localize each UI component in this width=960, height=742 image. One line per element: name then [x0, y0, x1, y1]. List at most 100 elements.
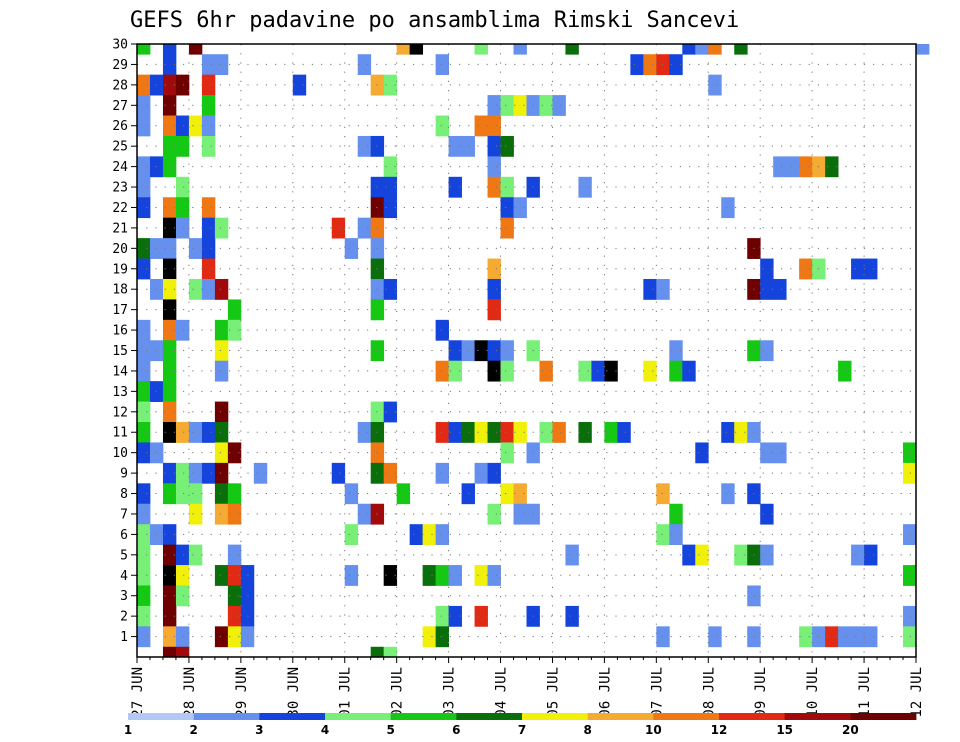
heatmap-cell [604, 422, 618, 443]
heatmap-cell [682, 44, 696, 55]
colorbar-segment [719, 713, 786, 720]
heatmap-cell [448, 605, 462, 627]
colorbar-segment [259, 713, 326, 720]
heatmap-cell [539, 422, 553, 443]
heatmap-cell [864, 626, 878, 648]
colorbar-segment [784, 713, 851, 720]
y-tick-label: 11 [112, 426, 128, 441]
heatmap-cell [760, 340, 774, 362]
heatmap-cell [137, 605, 151, 627]
heatmap-cell [214, 319, 229, 341]
heatmap-cell [344, 565, 359, 586]
heatmap-cell [760, 544, 774, 566]
heatmap-cell [137, 197, 151, 219]
heatmap-cell [721, 422, 735, 443]
heatmap-cell [137, 626, 151, 648]
heatmap-cell [188, 544, 203, 566]
heatmap-cell [188, 503, 203, 525]
heatmap-cell [162, 401, 177, 423]
heatmap-cell [175, 217, 190, 239]
y-tick-label: 22 [112, 201, 128, 216]
y-tick-label: 26 [112, 119, 128, 134]
heatmap-cell [383, 74, 398, 96]
y-tick-label: 16 [112, 324, 128, 339]
x-tick-label: 05 JUL [545, 667, 561, 718]
heatmap-cell [137, 360, 151, 382]
heatmap-cell [214, 422, 229, 443]
heatmap-cell [162, 340, 177, 362]
heatmap-cell [565, 605, 579, 627]
heatmap-cell [162, 605, 177, 627]
heatmap-cell [214, 401, 229, 423]
heatmap-cell [656, 278, 670, 300]
heatmap-cell [422, 565, 437, 586]
heatmap-cell [162, 319, 177, 341]
heatmap-cell [474, 115, 488, 137]
colorbar-label: 7 [518, 723, 526, 737]
y-tick-label: 5 [120, 548, 128, 563]
heatmap-cell [162, 156, 177, 178]
heatmap-cell [474, 422, 488, 443]
heatmap-cell [137, 544, 151, 566]
heatmap-cell [630, 54, 644, 76]
heatmap-cell [552, 422, 566, 443]
heatmap-cell [643, 54, 657, 76]
heatmap-cell [487, 278, 501, 300]
chart-title: GEFS 6hr padavine po ansamblima Rimski S… [130, 8, 739, 33]
heatmap-cell [253, 462, 268, 484]
heatmap-cell [773, 156, 787, 178]
heatmap-cell [162, 54, 177, 76]
y-tick-label: 10 [112, 446, 128, 461]
colorbar-label: 12 [711, 723, 728, 737]
heatmap-cell [175, 646, 190, 658]
x-tick-label: 09 JUL [753, 667, 769, 718]
y-tick-label: 17 [112, 303, 128, 318]
heatmap-cell [137, 483, 151, 505]
heatmap-cell [201, 217, 216, 239]
heatmap-cell [799, 156, 813, 178]
heatmap-cell [500, 442, 514, 464]
heatmap-cell [214, 462, 229, 484]
heatmap-cell [903, 524, 917, 546]
y-tick-label: 4 [120, 569, 128, 584]
heatmap-cell [513, 503, 527, 525]
heatmap-cell [669, 524, 683, 546]
heatmap-cell [773, 442, 787, 464]
colorbar-label: 20 [842, 723, 859, 737]
heatmap-cell [656, 54, 670, 76]
heatmap-cell [448, 565, 462, 586]
heatmap-cell [137, 340, 151, 362]
colorbar-label: 3 [255, 723, 263, 737]
heatmap-cell [162, 585, 177, 607]
heatmap-cell [214, 360, 229, 382]
heatmap-cell [175, 422, 190, 443]
heatmap-cell [578, 176, 592, 198]
heatmap-cell [435, 319, 449, 341]
y-tick-label: 20 [112, 242, 128, 257]
heatmap-cell [617, 422, 631, 443]
heatmap-cell [396, 44, 411, 55]
heatmap-cell [448, 360, 462, 382]
heatmap-cell [214, 217, 229, 239]
heatmap-cell [409, 524, 424, 546]
heatmap-cell [201, 115, 216, 137]
y-tick-label: 2 [120, 610, 128, 625]
y-tick-label: 21 [112, 221, 128, 236]
x-axis-ticks: 27 JUN 28 JUN 29 JUN 30 JUN 01 JUL 02 JUL 03 J… [130, 657, 925, 718]
heatmap-cell [188, 483, 203, 505]
heatmap-cell [162, 462, 177, 484]
heatmap-cell [227, 626, 242, 648]
heatmap-cell [162, 278, 177, 300]
y-tick-label: 25 [112, 140, 128, 155]
heatmap-cell [331, 462, 346, 484]
heatmap-cell [643, 278, 657, 300]
heatmap-cell [513, 483, 527, 505]
heatmap-cell [760, 258, 774, 280]
heatmap-cell [149, 74, 164, 96]
heatmap-cell [149, 381, 164, 402]
heatmap-cell [487, 156, 501, 178]
colorbar-label: 6 [452, 723, 460, 737]
heatmap-cell [695, 544, 709, 566]
heatmap-cell [162, 217, 177, 239]
heatmap-cells [137, 44, 930, 658]
